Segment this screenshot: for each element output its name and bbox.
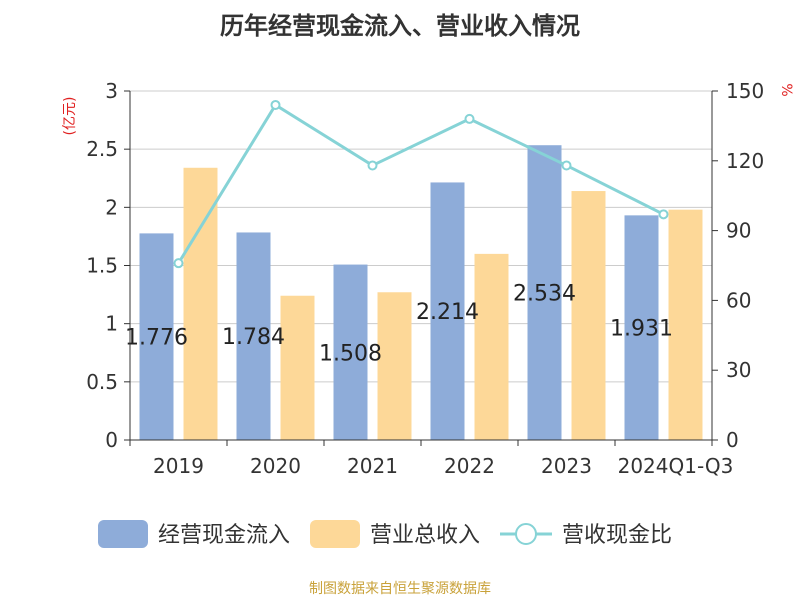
legend-label: 营收现金比	[562, 523, 672, 548]
x-tick-label: 2020	[250, 454, 301, 478]
line-point	[367, 160, 378, 171]
x-tick-label: 2024Q1-Q3	[618, 454, 734, 478]
bar-cash-inflow	[624, 215, 659, 440]
right-tick-label: 0	[726, 428, 739, 452]
bar-cash-inflow	[527, 145, 562, 440]
legend-swatch	[98, 520, 148, 548]
bar-cash-inflow	[430, 182, 465, 441]
bar-cash-inflow	[333, 264, 368, 440]
right-axis-unit: %	[778, 83, 794, 96]
left-tick-label: 2	[105, 195, 118, 219]
left-tick-label: 0.5	[86, 370, 118, 394]
line-point	[658, 209, 669, 220]
right-tick-label: 120	[726, 149, 764, 173]
x-tick-label: 2019	[153, 454, 204, 478]
x-tick-label: 2022	[444, 454, 495, 478]
bar-cash-inflow	[236, 232, 271, 440]
line-point	[464, 113, 475, 124]
line-point	[173, 258, 184, 269]
left-tick-label: 1	[105, 312, 118, 336]
left-tick-label: 3	[105, 79, 118, 103]
legend-swatch	[310, 520, 360, 548]
left-axis-unit: (亿元)	[62, 97, 78, 136]
data-label: 1.784	[222, 325, 285, 350]
line-point	[270, 99, 281, 110]
left-tick-label: 0	[105, 428, 118, 452]
right-tick-label: 30	[726, 358, 751, 382]
bar-revenue	[474, 253, 509, 440]
data-label: 2.214	[416, 300, 479, 325]
data-label: 1.931	[610, 317, 673, 342]
right-tick-label: 90	[726, 219, 751, 243]
data-label: 2.534	[513, 282, 576, 307]
line-cash-ratio	[177, 102, 665, 264]
line-point	[561, 160, 572, 171]
bar-revenue	[571, 191, 606, 440]
right-tick-label: 150	[726, 79, 764, 103]
chart-title: 历年经营现金流入、营业收入情况	[220, 12, 580, 40]
data-label: 1.776	[125, 326, 188, 351]
source-note: 制图数据来自恒生聚源数据库	[309, 581, 491, 597]
x-tick-label: 2023	[541, 454, 592, 478]
legend-label: 经营现金流入	[158, 523, 290, 548]
x-tick-label: 2021	[347, 454, 398, 478]
legend-label: 营业总收入	[370, 523, 480, 548]
bar-revenue	[280, 295, 315, 440]
bar-revenue	[377, 292, 412, 440]
legend-marker	[515, 523, 537, 545]
left-tick-label: 2.5	[86, 137, 118, 161]
data-label: 1.508	[319, 341, 382, 366]
bar-cash-inflow	[139, 233, 174, 440]
bar-revenue	[668, 209, 703, 440]
right-tick-label: 60	[726, 288, 751, 312]
bar-revenue	[183, 167, 218, 440]
left-tick-label: 1.5	[86, 254, 118, 278]
